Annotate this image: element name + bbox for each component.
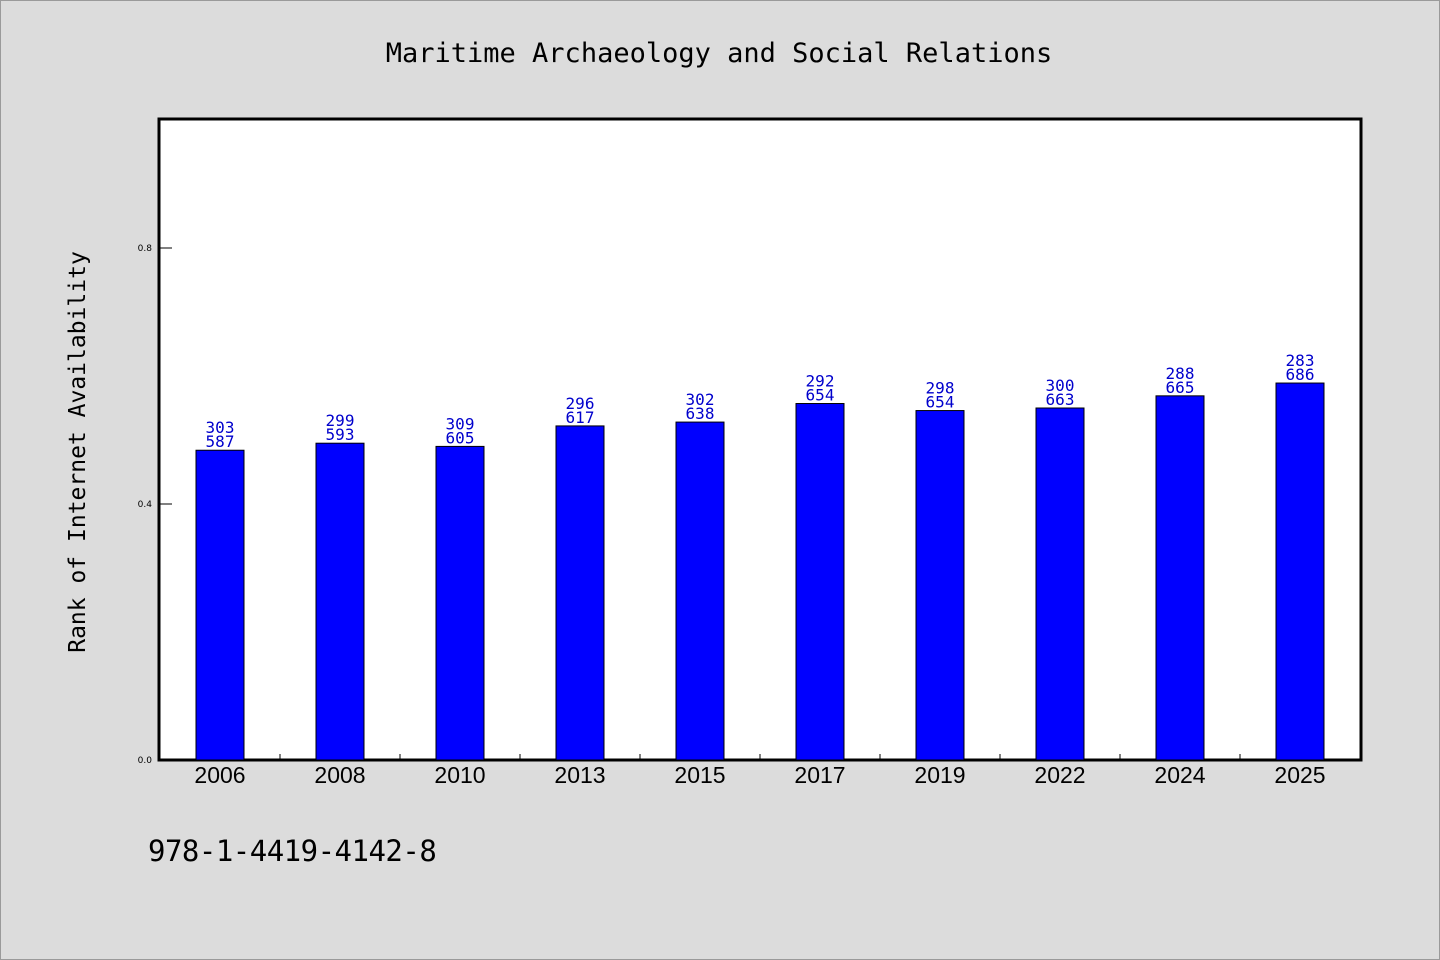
x-tick-label-2010: 2010	[434, 762, 485, 788]
data-label-top-2013: 296	[566, 394, 595, 413]
bar-2022	[1035, 407, 1085, 761]
data-label-top-2017: 292	[806, 372, 835, 391]
bar-2015	[675, 421, 725, 761]
data-label-bottom-2024: 665	[1166, 378, 1195, 397]
y-tick-label-0.0: 0.0	[138, 756, 153, 766]
data-label-bottom-2019: 654	[926, 393, 955, 412]
bar-2010	[435, 445, 485, 761]
y-axis: 0.0 0.4 0.8	[138, 244, 172, 766]
data-label-top-2015: 302	[686, 390, 715, 409]
x-axis: 2006 2008 2010 2013 2015 2017 2019 2022 2024 2025	[194, 754, 1326, 788]
isbn-footnote: 978-1-4419-4142-8	[148, 834, 437, 868]
bar-2006	[195, 449, 245, 761]
y-tick-label-0.4: 0.4	[138, 500, 153, 510]
x-tick-label-2022: 2022	[1034, 762, 1085, 788]
data-label-bottom-2015: 638	[686, 404, 715, 423]
data-label-bottom-2006: 587	[206, 432, 235, 451]
x-tick-label-2025: 2025	[1274, 762, 1325, 788]
bar-2019	[915, 410, 965, 761]
data-label-bottom-2013: 617	[566, 408, 595, 427]
y-tick-label-0.8: 0.8	[138, 244, 153, 254]
data-label-top-2019: 298	[926, 379, 955, 398]
bar-2008	[315, 442, 365, 761]
data-label-top-2025: 283	[1286, 351, 1315, 370]
bar-2017	[795, 403, 845, 761]
bar-2013	[555, 425, 605, 761]
x-tick-label-2013: 2013	[554, 762, 605, 788]
data-label-top-2022: 300	[1046, 376, 1075, 395]
data-label-top-2006: 303	[206, 418, 235, 437]
chart-title: Maritime Archaeology and Social Relation…	[386, 38, 1052, 69]
data-label-top-2008: 299	[326, 411, 355, 430]
x-tick-label-2008: 2008	[314, 762, 365, 788]
data-label-top-2024: 288	[1166, 364, 1195, 383]
x-tick-label-2017: 2017	[794, 762, 845, 788]
x-tick-label-2015: 2015	[674, 762, 725, 788]
x-tick-label-2006: 2006	[194, 762, 245, 788]
data-label-bottom-2025: 686	[1286, 365, 1315, 384]
data-label-top-2010: 309	[446, 414, 475, 433]
x-tick-label-2024: 2024	[1154, 762, 1205, 788]
data-label-bottom-2008: 593	[326, 425, 355, 444]
data-label-bottom-2017: 654	[806, 386, 835, 405]
x-tick-label-2019: 2019	[914, 762, 965, 788]
bars-group	[195, 382, 1325, 761]
data-label-bottom-2010: 605	[446, 428, 475, 447]
bar-2025	[1275, 382, 1325, 761]
y-axis-label: Rank of Internet Availability	[65, 251, 91, 653]
bar-2024	[1155, 395, 1205, 761]
data-label-bottom-2022: 663	[1046, 390, 1075, 409]
